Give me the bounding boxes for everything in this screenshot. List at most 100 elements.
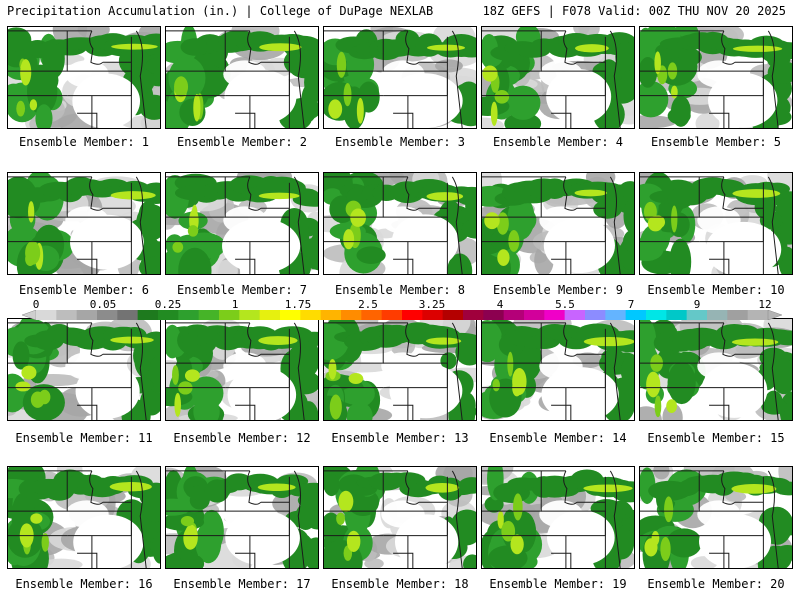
precip-map [640,27,792,128]
ensemble-member-label: Ensemble Member: 9 [492,283,624,297]
chart-title: Precipitation Accumulation (in.) | Colle… [7,4,434,18]
precip-map [8,27,160,128]
colorbar-swatch [36,310,57,320]
ensemble-member-label: Ensemble Member: 13 [331,431,469,445]
ensemble-member-map [7,172,161,275]
colorbar-swatch [198,310,220,320]
precip-map [8,173,160,274]
colorbar-tick-label: 12 [758,298,772,311]
run-info: 18Z GEFS | F078 Valid: 00Z THU NOV 20 20… [482,4,786,18]
ensemble-member-label: Ensemble Member: 10 [647,283,785,297]
colorbar-swatch [76,310,98,320]
colorbar-swatch [747,310,769,320]
colorbar-tick-label: 0.25 [154,298,182,311]
ensemble-member-label: Ensemble Member: 12 [173,431,311,445]
ensemble-member-map [165,26,319,129]
ensemble-member-label: Ensemble Member: 14 [489,431,627,445]
ensemble-member-label: Ensemble Member: 11 [15,431,153,445]
colorbar-swatch [483,310,505,320]
ensemble-member-map [7,26,161,129]
ensemble-member-label: Ensemble Member: 16 [15,577,153,591]
ensemble-member-label: Ensemble Member: 6 [18,283,150,297]
ensemble-member-map [639,26,793,129]
colorbar: 0 0.05 0.25 1 1.75 2.5 3.25 4 5.5 7 9 12 [22,298,782,320]
precip-map [640,467,792,568]
colorbar-swatch [137,310,159,320]
colorbar-swatch [361,310,383,320]
ensemble-member-label: Ensemble Member: 4 [492,135,624,149]
ensemble-member-label: Ensemble Member: 18 [331,577,469,591]
colorbar-swatch [524,310,545,320]
precip-map [482,319,634,420]
colorbar-swatch [707,310,728,320]
precip-map [482,173,634,274]
ensemble-member-label: Ensemble Member: 3 [334,135,466,149]
ensemble-member-label: Ensemble Member: 5 [650,135,782,149]
colorbar-swatch [422,310,444,320]
precip-map [166,467,318,568]
precip-map [324,319,476,420]
colorbar-swatch [463,310,484,320]
ensemble-member-map [165,172,319,275]
precip-map [166,319,318,420]
colorbar-tick-label: 3.25 [418,298,446,311]
colorbar-swatch [97,310,118,320]
ensemble-member-map [323,466,477,569]
colorbar-swatch [442,310,464,320]
ensemble-member-label: Ensemble Member: 7 [176,283,308,297]
ensemble-member-map [639,466,793,569]
ensemble-member-label: Ensemble Member: 20 [647,577,785,591]
ensemble-member-map [165,318,319,421]
colorbar-swatch [686,310,708,320]
colorbar-tick-label: 4 [496,298,504,311]
colorbar-tick-label: 0 [32,298,40,311]
colorbar-swatch [219,310,240,320]
ensemble-member-map [7,466,161,569]
colorbar-tick-label: 1 [231,298,239,311]
ensemble-member-map [323,26,477,129]
colorbar-arrow-left [22,310,37,320]
colorbar-swatch [320,310,342,320]
colorbar-tick-label: 5.5 [555,298,575,311]
ensemble-member-label: Ensemble Member: 1 [18,135,150,149]
colorbar-swatch [117,310,139,320]
ensemble-member-map [481,466,635,569]
precip-map [166,173,318,274]
colorbar-tick-label: 2.5 [358,298,378,311]
ensemble-member-map [323,172,477,275]
colorbar-tick-label: 9 [693,298,701,311]
precip-map [640,319,792,420]
ensemble-member-map [165,466,319,569]
colorbar-swatch [300,310,322,320]
ensemble-member-label: Ensemble Member: 8 [334,283,466,297]
ensemble-member-map [481,318,635,421]
ensemble-member-map [481,172,635,275]
ensemble-member-map [639,172,793,275]
ensemble-member-label: Ensemble Member: 19 [489,577,627,591]
colorbar-swatch [503,310,525,320]
precip-map [8,467,160,568]
precip-map [8,319,160,420]
colorbar-swatch [259,310,281,320]
colorbar-scale [22,310,782,320]
colorbar-swatch [564,310,586,320]
colorbar-swatch [605,310,627,320]
colorbar-swatch [646,310,667,320]
colorbar-swatch [56,310,78,320]
colorbar-swatch [727,310,749,320]
colorbar-swatch [341,310,362,320]
colorbar-tick-label: 0.05 [89,298,117,311]
ensemble-member-map [481,26,635,129]
ensemble-member-map [639,318,793,421]
ensemble-member-label: Ensemble Member: 2 [176,135,308,149]
colorbar-swatch [239,310,261,320]
colorbar-tick-label: 7 [627,298,635,311]
precip-map [324,467,476,568]
colorbar-tick-label: 1.75 [284,298,312,311]
ensemble-member-label: Ensemble Member: 17 [173,577,311,591]
colorbar-swatch [585,310,606,320]
colorbar-swatch [280,310,301,320]
colorbar-arrow-right [767,310,782,320]
colorbar-swatch [158,310,179,320]
colorbar-swatch [178,310,200,320]
